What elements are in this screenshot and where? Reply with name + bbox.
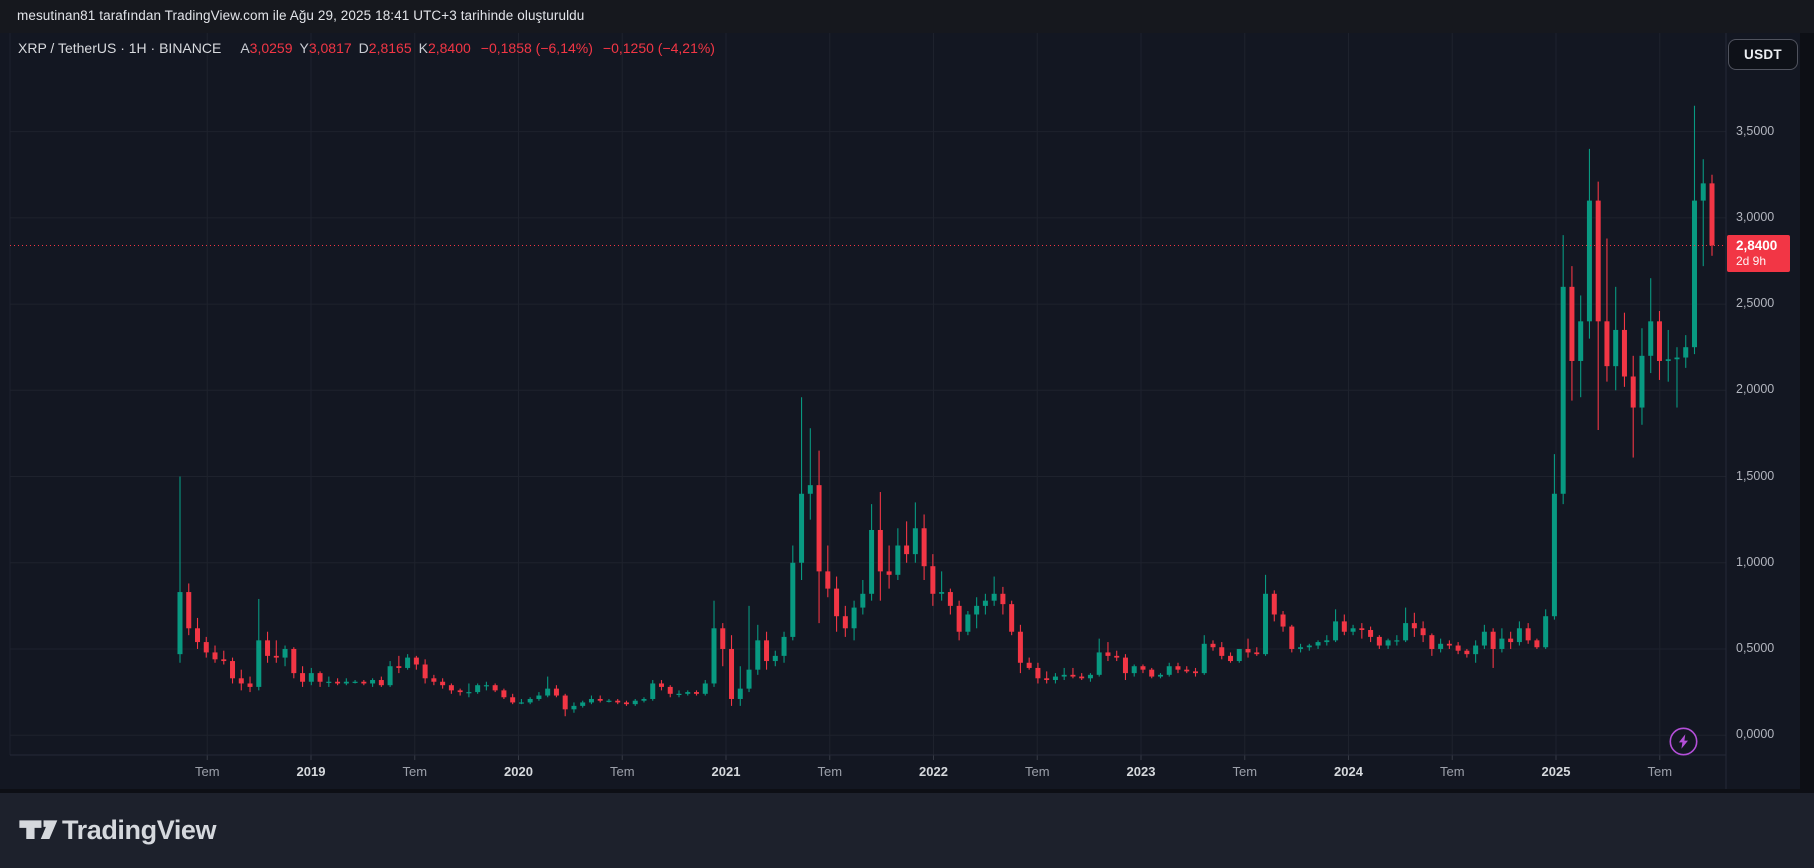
lightning-icon [1678,734,1688,749]
ohlc-open-value: 3,0259 [249,40,293,56]
time-scale-label-month: Tem [1232,764,1258,779]
chart-widget: XRP / TetherUS · 1H · BINANCE A3,0259 Y3,0… [0,33,1800,789]
price-scale[interactable]: 2,8400 2d 9h 3,5000 3,0000 2,5000 2,0000 1,5… [1726,33,1800,755]
candlestick-series [177,105,1715,717]
symbol-title[interactable]: XRP / TetherUS · 1H · BINANCE [18,40,222,56]
price-scale-label: 1,5000 [1736,468,1775,483]
ohlc-open-label: A [240,40,250,56]
price-scale-label: 3,5000 [1736,123,1775,138]
attribution-bar: mesutinan81 tarafından TradingView.com i… [0,0,1814,33]
time-scale-label-year: 2020 [504,764,533,779]
symbol-legend: XRP / TetherUS · 1H · BINANCE A3,0259 Y3,0… [18,40,715,60]
price-scale-label: 1,0000 [1736,554,1775,569]
price-scale-label: 2,0000 [1736,382,1775,397]
price-scale-label: 0,5000 [1736,640,1775,655]
ohlc-close-label: K [418,40,428,56]
time-scale-label-month: Tem [1439,764,1465,779]
time-scale-label-year: 2025 [1541,764,1571,779]
time-scale-label-month: Tem [1647,764,1673,779]
price-scale-label: 2,5000 [1736,296,1775,311]
time-scale-label-month: Tem [1024,764,1050,779]
last-price-badge: 2,8400 2d 9h [1727,235,1790,273]
last-price-value: 2,8400 [1736,238,1778,254]
time-scale-label-year: 2019 [296,764,326,779]
ohlc-high-value: 3,0817 [308,40,352,56]
time-scale[interactable]: Tem 2019 Tem 2020 Tem 2021 Tem 2022 Tem 2023 Tem 20… [0,755,1800,789]
price-scale-label: 3,0000 [1736,209,1775,224]
ohlc-low-label: D [358,40,369,56]
time-scale-label-year: 2023 [1126,764,1156,779]
change-percent: −0,1250 (−4,21%) [602,40,715,56]
currency-toggle-button[interactable]: USDT [1728,39,1798,70]
tradingview-logo-icon[interactable] [18,813,58,847]
time-scale-label-month: Tem [402,764,428,779]
time-scale-label-month: Tem [817,764,843,779]
ohlc-high-label: Y [299,40,309,56]
time-scale-label-month: Tem [194,764,220,779]
bar-countdown: 2d 9h [1736,254,1767,269]
footer-bar: TradingView [0,793,1814,868]
ohlc-close-value: 2,8400 [427,40,471,56]
change-absolute: −0,1858 (−6,14%) [480,40,593,56]
chart-canvas[interactable] [0,33,1800,789]
price-scale-label: 0,0000 [1736,727,1775,742]
refresh-lightning-button[interactable] [1668,726,1699,757]
time-scale-label-year: 2022 [919,764,948,779]
time-scale-label-year: 2024 [1334,764,1363,779]
ohlc-low-value: 2,8165 [368,40,412,56]
tradingview-wordmark[interactable]: TradingView [62,815,217,845]
currency-button-label: USDT [1744,47,1782,62]
attribution-text: mesutinan81 tarafından TradingView.com i… [17,8,585,23]
time-scale-label-year: 2021 [711,764,741,779]
time-scale-label-month: Tem [609,764,635,779]
